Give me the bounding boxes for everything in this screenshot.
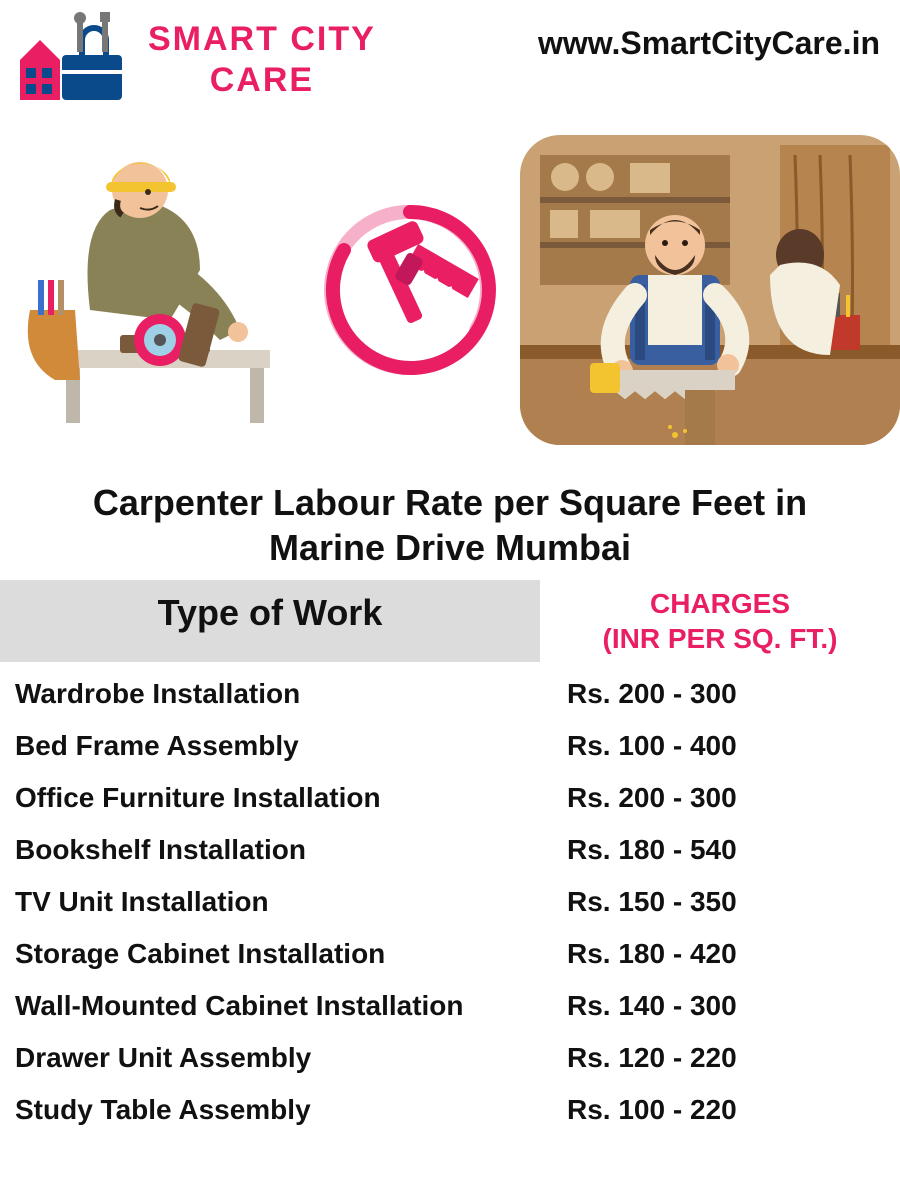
work-charge: Rs. 180 - 540 (555, 834, 900, 866)
work-charge: Rs. 200 - 300 (555, 782, 900, 814)
rate-table-body: Wardrobe Installation Rs. 200 - 300 Bed … (0, 662, 900, 1136)
work-charge: Rs. 100 - 400 (555, 730, 900, 762)
work-type: Bookshelf Installation (15, 834, 555, 866)
illustration-row (0, 110, 900, 470)
tools-badge-icon (320, 200, 500, 380)
table-header: Type of Work CHARGES (INR PER SQ. FT.) (0, 580, 900, 662)
col-header-charges-line1: CHARGES (540, 586, 900, 621)
work-charge: Rs. 180 - 420 (555, 938, 900, 970)
col-header-charges-line2: (INR PER SQ. FT.) (540, 621, 900, 656)
brand-logo-block: SMART CITY CARE (10, 10, 376, 110)
table-row: TV Unit Installation Rs. 150 - 350 (0, 876, 900, 928)
work-charge: Rs. 150 - 350 (555, 886, 900, 918)
work-charge: Rs. 200 - 300 (555, 678, 900, 710)
table-row: Study Table Assembly Rs. 100 - 220 (0, 1084, 900, 1136)
work-type: Bed Frame Assembly (15, 730, 555, 762)
table-row: Storage Cabinet Installation Rs. 180 - 4… (0, 928, 900, 980)
brand-line1: SMART CITY (148, 19, 376, 60)
col-header-charges: CHARGES (INR PER SQ. FT.) (540, 580, 900, 662)
table-row: Wall-Mounted Cabinet Installation Rs. 14… (0, 980, 900, 1032)
work-charge: Rs. 100 - 220 (555, 1094, 900, 1126)
page-title: Carpenter Labour Rate per Square Feet in… (0, 470, 900, 580)
work-charge: Rs. 140 - 300 (555, 990, 900, 1022)
table-row: Office Furniture Installation Rs. 200 - … (0, 772, 900, 824)
brand-line2: CARE (148, 60, 376, 101)
table-row: Bookshelf Installation Rs. 180 - 540 (0, 824, 900, 876)
table-row: Bed Frame Assembly Rs. 100 - 400 (0, 720, 900, 772)
brand-text: SMART CITY CARE (148, 19, 376, 101)
workshop-illustration (520, 135, 900, 445)
table-row: Drawer Unit Assembly Rs. 120 - 220 (0, 1032, 900, 1084)
carpenter-sawing-illustration (20, 130, 300, 450)
header: SMART CITY CARE www.SmartCityCare.in (0, 0, 900, 110)
website-url: www.SmartCityCare.in (538, 10, 880, 62)
col-header-type: Type of Work (0, 580, 540, 662)
work-type: Office Furniture Installation (15, 782, 555, 814)
table-row: Wardrobe Installation Rs. 200 - 300 (0, 668, 900, 720)
work-type: Wardrobe Installation (15, 678, 555, 710)
work-type: Storage Cabinet Installation (15, 938, 555, 970)
work-type: Study Table Assembly (15, 1094, 555, 1126)
work-type: Drawer Unit Assembly (15, 1042, 555, 1074)
brand-logo-icon (10, 10, 140, 110)
work-type: Wall-Mounted Cabinet Installation (15, 990, 555, 1022)
work-type: TV Unit Installation (15, 886, 555, 918)
work-charge: Rs. 120 - 220 (555, 1042, 900, 1074)
